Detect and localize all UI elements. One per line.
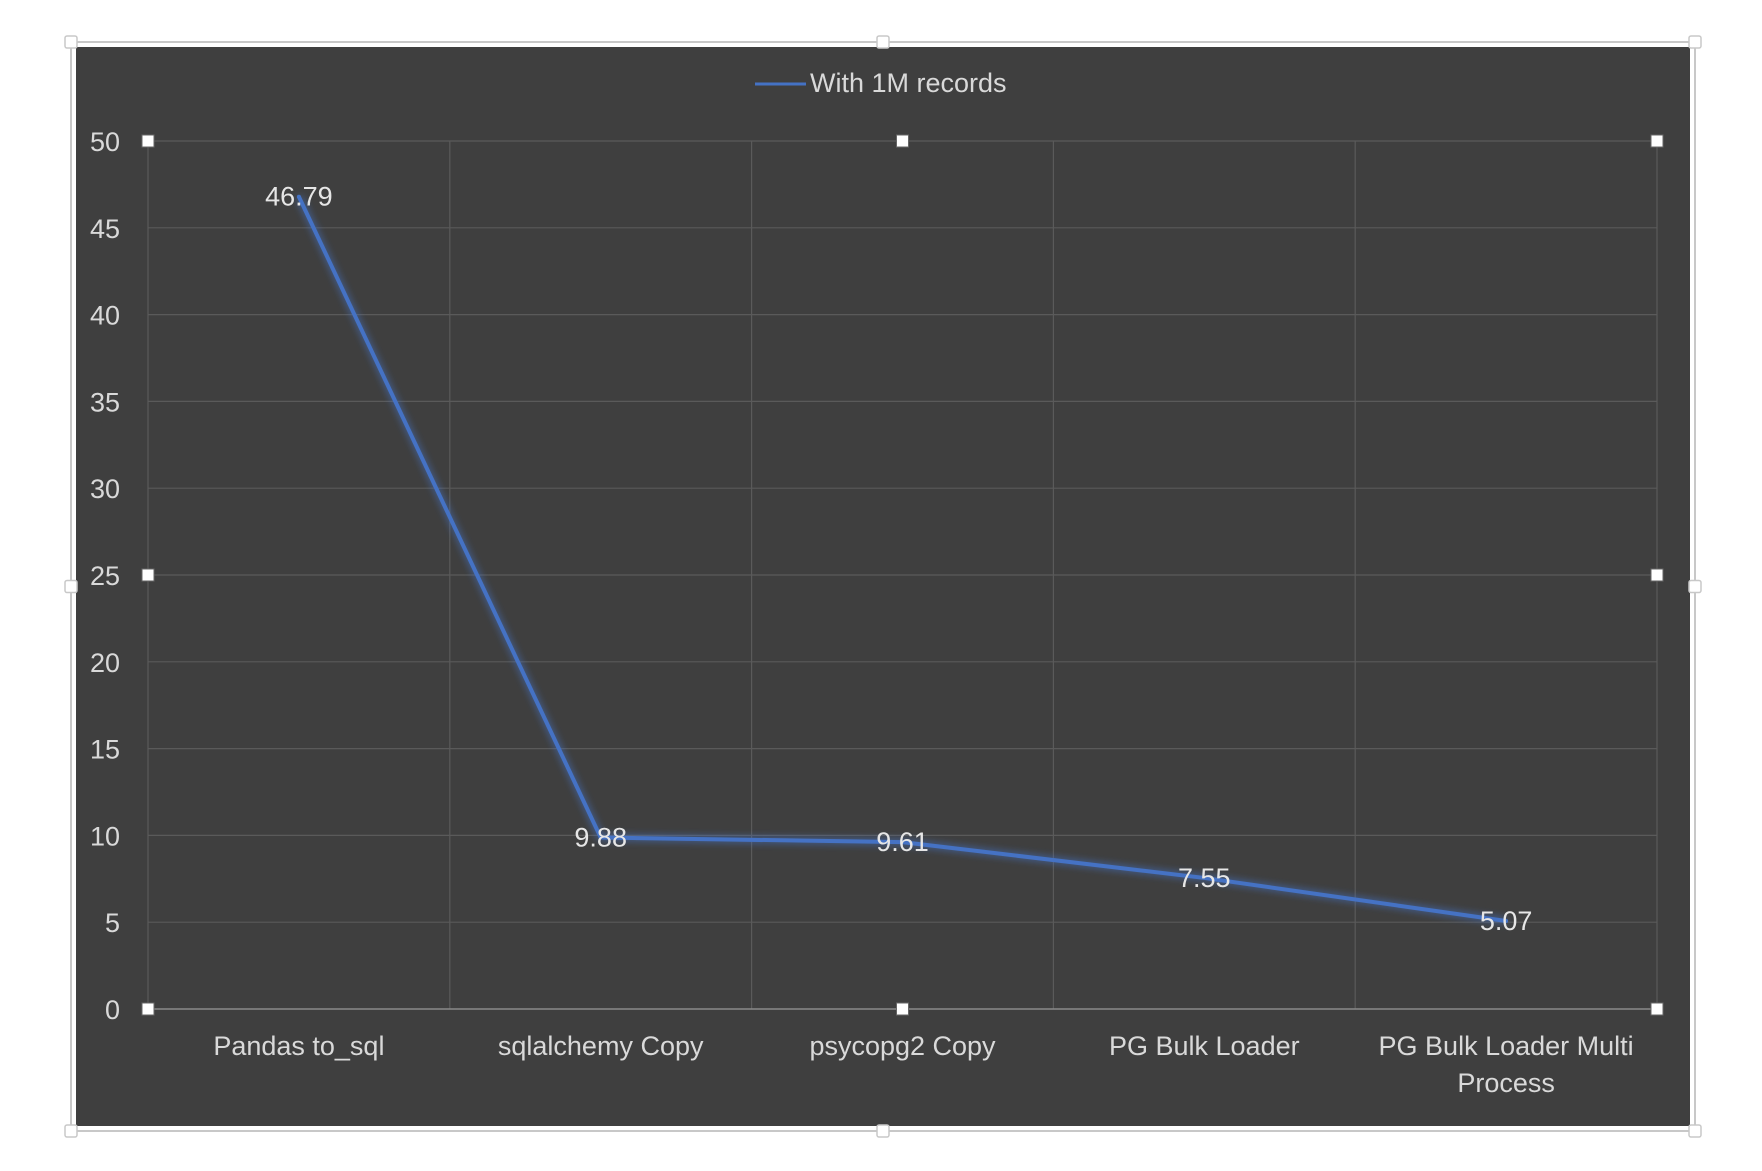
data-label: 9.88 <box>574 822 627 852</box>
y-tick-label: 5 <box>105 908 120 938</box>
plot-area-resize-handle[interactable] <box>141 1002 155 1016</box>
chart-area-background[interactable] <box>76 47 1690 1126</box>
series <box>296 194 1509 923</box>
chart-resize-handle[interactable] <box>1688 579 1702 594</box>
plot-area-resize-handle[interactable] <box>1650 568 1664 582</box>
chart-resize-handle[interactable] <box>64 35 78 49</box>
data-point[interactable] <box>900 840 905 845</box>
x-tick-label: PG Bulk Loader <box>1109 1031 1300 1061</box>
chart-resize-handle[interactable] <box>1688 35 1702 49</box>
chart-resize-handle[interactable] <box>876 35 890 49</box>
plot-area-resize-handle[interactable] <box>896 1002 909 1016</box>
y-tick-label: 0 <box>105 995 120 1025</box>
data-label: 7.55 <box>1178 863 1231 893</box>
y-tick-label: 25 <box>90 561 120 591</box>
data-point[interactable] <box>1504 918 1509 923</box>
data-point[interactable] <box>296 194 301 199</box>
axes: 0 5 10 15 20 25 30 35 40 45 50 Pandas to_sql sqlalch… <box>90 127 1657 1098</box>
x-tick-label: psycopg2 Copy <box>809 1031 996 1061</box>
y-tick-label: 20 <box>90 648 120 678</box>
y-tick-label: 40 <box>90 301 120 331</box>
data-point[interactable] <box>1202 875 1207 880</box>
x-tick-label: PG Bulk Loader Multi <box>1379 1031 1634 1061</box>
chart-resize-handle[interactable] <box>64 1124 78 1138</box>
y-tick-label: 50 <box>90 127 120 157</box>
chart-resize-handle[interactable] <box>1688 1124 1702 1138</box>
plot-area-resize-handle[interactable] <box>896 134 909 148</box>
data-point[interactable] <box>598 835 603 840</box>
x-tick-label: Process <box>1457 1068 1555 1098</box>
plot-area-resize-handle[interactable] <box>141 568 155 582</box>
data-labels: 46.79 9.88 9.61 7.55 5.07 <box>265 182 1532 936</box>
chart-resize-handle[interactable] <box>876 1124 890 1138</box>
legend[interactable]: With 1M records <box>755 68 1007 98</box>
data-label: 46.79 <box>265 182 333 212</box>
plot-area-resize-handle[interactable] <box>1650 134 1664 148</box>
data-label: 5.07 <box>1480 906 1533 936</box>
plot-area-resize-handle[interactable] <box>1650 1002 1664 1016</box>
y-tick-label: 35 <box>90 387 120 417</box>
y-tick-label: 10 <box>90 821 120 851</box>
legend-label: With 1M records <box>810 68 1007 98</box>
data-label: 9.61 <box>876 827 929 857</box>
selection-handles[interactable] <box>64 35 1702 1138</box>
x-tick-label: sqlalchemy Copy <box>498 1031 704 1061</box>
plot-area-resize-handle[interactable] <box>141 134 155 148</box>
x-tick-label: Pandas to_sql <box>213 1031 384 1061</box>
chart-resize-handle[interactable] <box>64 579 78 594</box>
y-tick-label: 30 <box>90 474 120 504</box>
y-tick-label: 15 <box>90 735 120 765</box>
y-tick-label: 45 <box>90 214 120 244</box>
